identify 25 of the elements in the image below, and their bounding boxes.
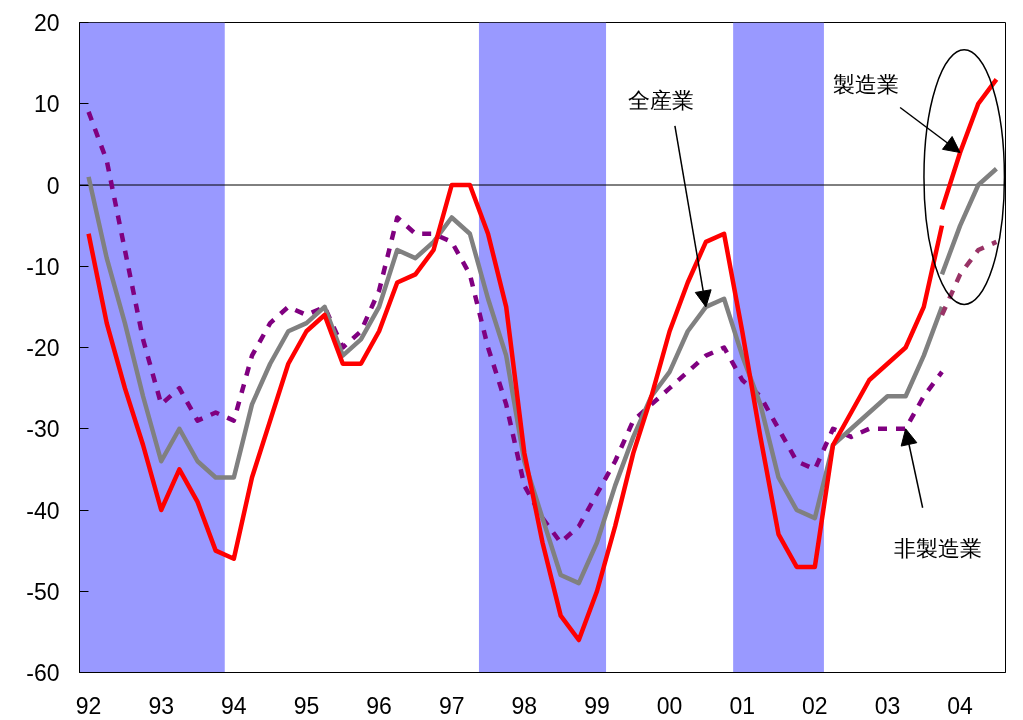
x-tick-label: 03 xyxy=(874,692,901,719)
x-tick-label: 02 xyxy=(802,692,828,719)
y-tick-label: -40 xyxy=(26,497,60,524)
y-tick-label: 20 xyxy=(33,10,60,36)
x-tick-label: 97 xyxy=(438,692,465,719)
x-tick-label: 01 xyxy=(729,692,756,719)
y-tick-label: -20 xyxy=(26,335,60,361)
x-tick-label: 94 xyxy=(221,692,247,719)
x-tick-label: 00 xyxy=(656,692,683,719)
x-tick-label: 98 xyxy=(511,692,538,719)
x-tick-label: 99 xyxy=(584,692,610,719)
x-tick-label: 95 xyxy=(293,692,320,719)
x-tick-label: 93 xyxy=(148,692,175,719)
x-tick-label: 92 xyxy=(75,692,102,719)
x-tick-label: 96 xyxy=(366,692,392,719)
y-tick-label: -60 xyxy=(26,660,60,686)
annotation: 非製造業 xyxy=(893,536,982,562)
annotation: 製造業 xyxy=(833,72,900,97)
annotation: 全産業 xyxy=(627,88,694,114)
y-tick-label: 10 xyxy=(33,91,60,118)
y-tick-label: -30 xyxy=(26,416,60,443)
y-tick-label: -10 xyxy=(26,253,60,280)
x-tick-label: 04 xyxy=(947,692,974,719)
y-tick-label: 0 xyxy=(46,172,60,199)
y-tick-label: -50 xyxy=(26,578,60,605)
